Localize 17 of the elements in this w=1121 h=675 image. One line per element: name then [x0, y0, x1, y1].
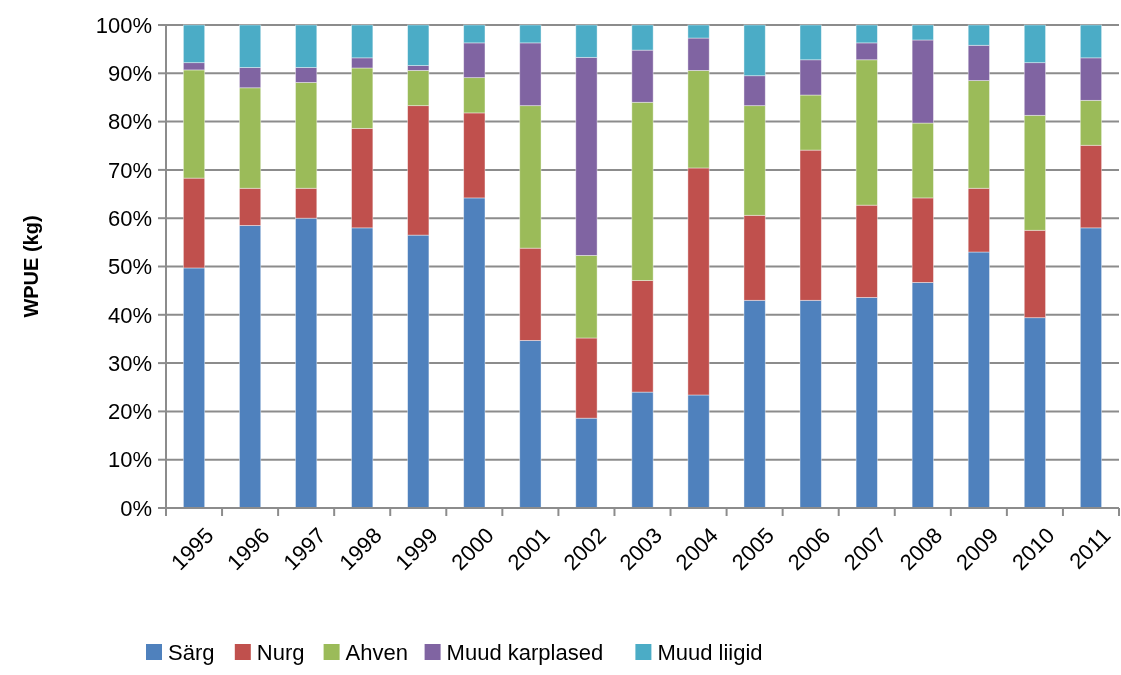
legend-label: Muud liigid — [657, 639, 763, 665]
y-tick-label: 40% — [107, 302, 152, 328]
legend-label: Muud karplased — [446, 639, 604, 665]
legend-label: Särg — [168, 639, 215, 665]
y-tick-label: 50% — [107, 254, 152, 280]
y-tick-label: 90% — [107, 61, 152, 86]
y-tick-label: 20% — [107, 399, 152, 425]
y-tick-label: 10% — [107, 447, 152, 473]
y-tick-label: 100% — [95, 12, 152, 38]
y-tick-label: 30% — [107, 350, 152, 376]
y-tick-label: 70% — [107, 157, 152, 183]
legend-label: Nurg — [256, 639, 305, 665]
legend-label: Ahven — [345, 639, 408, 665]
y-tick-label: 80% — [107, 109, 152, 135]
y-axis-title: WPUE (kg) — [20, 215, 42, 318]
y-tick-label: 60% — [107, 205, 152, 231]
y-tick-label: 0% — [120, 495, 152, 521]
